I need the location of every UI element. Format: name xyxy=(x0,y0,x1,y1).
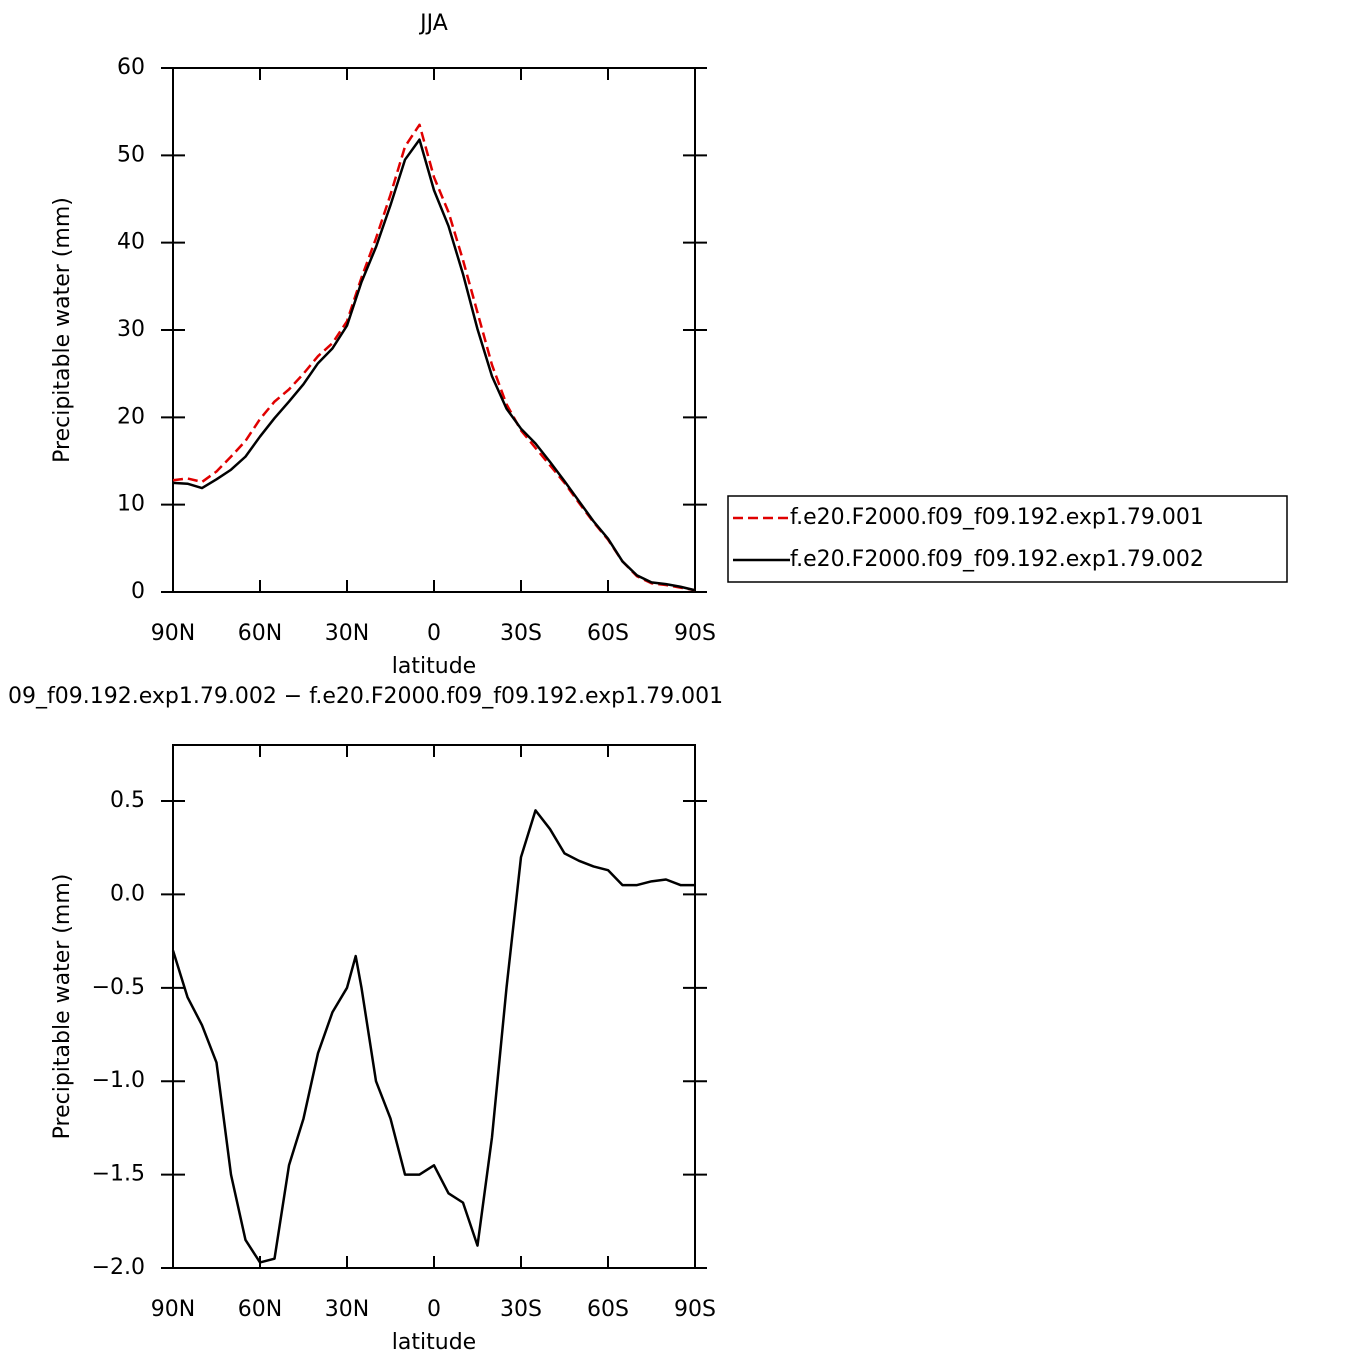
y-tick-label: 0.5 xyxy=(110,788,145,813)
y-axis-label: Precipitable water (mm) xyxy=(50,874,75,1140)
data-line xyxy=(172,123,696,592)
x-axis-label: latitude xyxy=(392,1330,476,1355)
x-tick-label: 60S xyxy=(587,1297,629,1322)
x-tick-label: 30N xyxy=(325,1297,369,1322)
x-tick-label: 30S xyxy=(500,1297,542,1322)
plot-frame xyxy=(172,67,696,593)
y-tick-label: −2.0 xyxy=(92,1255,145,1280)
y-tick-label: −1.0 xyxy=(92,1068,145,1093)
x-tick-label: 60N xyxy=(238,621,282,646)
chart-title: JJA xyxy=(418,11,448,36)
chart-title: 09_f09.192.exp1.79.002 − f.e20.F2000.f09… xyxy=(8,684,723,709)
plot-frame xyxy=(172,744,696,1269)
legend-label: f.e20.F2000.f09_f09.192.exp1.79.001 xyxy=(790,505,1204,530)
x-tick-label: 60S xyxy=(587,621,629,646)
x-tick-label: 90N xyxy=(151,621,195,646)
y-tick-label: 60 xyxy=(117,55,145,80)
x-tick-label: 90S xyxy=(674,1297,716,1322)
y-tick-label: −1.5 xyxy=(92,1162,145,1187)
y-tick-label: −0.5 xyxy=(92,975,145,1000)
x-tick-label: 90S xyxy=(674,621,716,646)
legend-label: f.e20.F2000.f09_f09.192.exp1.79.002 xyxy=(790,547,1204,572)
y-tick-label: 0 xyxy=(131,579,145,604)
x-tick-label: 0 xyxy=(427,621,441,646)
x-tick-label: 30N xyxy=(325,621,369,646)
x-tick-label: 30S xyxy=(500,621,542,646)
y-tick-label: 0.0 xyxy=(110,881,145,906)
y-tick-label: 40 xyxy=(117,230,145,255)
x-tick-label: 90N xyxy=(151,1297,195,1322)
x-axis-label: latitude xyxy=(392,654,476,679)
y-tick-label: 20 xyxy=(117,404,145,429)
data-line xyxy=(171,809,695,1264)
x-tick-label: 0 xyxy=(427,1297,441,1322)
legend-box xyxy=(727,495,1288,583)
y-tick-label: 10 xyxy=(117,492,145,517)
data-line xyxy=(172,138,696,592)
y-axis-label: Precipitable water (mm) xyxy=(50,197,75,463)
y-tick-label: 30 xyxy=(117,317,145,342)
y-tick-label: 50 xyxy=(117,142,145,167)
x-tick-label: 60N xyxy=(238,1297,282,1322)
